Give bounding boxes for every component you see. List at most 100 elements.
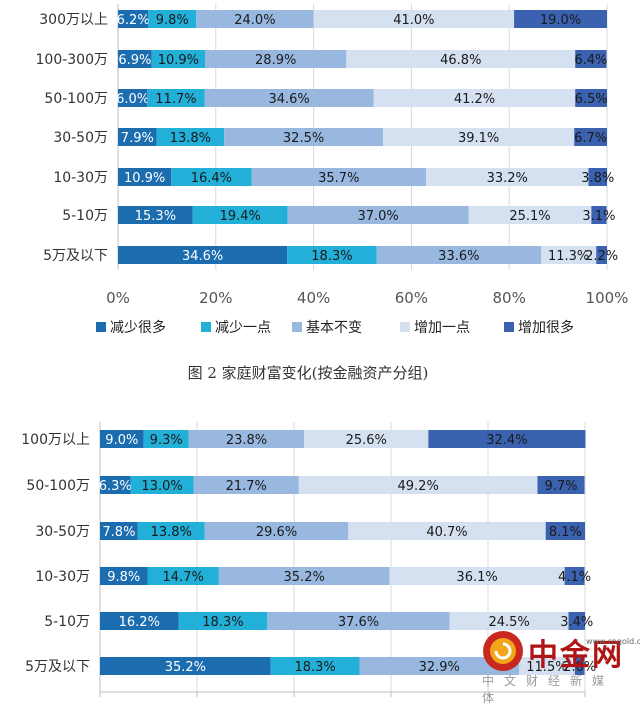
data-label: 28.9% <box>255 53 296 68</box>
data-label: 33.6% <box>438 249 479 264</box>
chart-household-wealth-by-financial-assets: 6.2% 9.8% 24.0% 41.0% 19.0% 6.9% 10.9% 28.9% 46.… <box>36 4 628 382</box>
bar-segment <box>147 567 219 585</box>
bar-segment <box>196 10 314 28</box>
bar-segment <box>389 567 565 585</box>
data-label: 7.9% <box>121 131 154 146</box>
bar-segment <box>156 128 225 146</box>
data-label: 18.3% <box>202 615 243 630</box>
bar-segment <box>192 206 288 224</box>
legend-swatch <box>400 322 410 332</box>
data-label: 34.6% <box>268 92 309 107</box>
data-label: 39.1% <box>458 131 499 146</box>
data-label: 40.7% <box>426 525 467 540</box>
bar-segment <box>118 246 288 264</box>
data-label: 11.5% <box>526 660 567 675</box>
category-label: 50-100万 <box>26 478 90 494</box>
chart-title: 图 2 家庭财富变化(按金融资产分组) <box>188 364 429 382</box>
data-label: 6.7% <box>574 131 607 146</box>
bar-segment <box>118 50 152 68</box>
legend-swatch <box>96 322 106 332</box>
data-label: 37.6% <box>338 615 379 630</box>
bar-segment <box>588 168 607 186</box>
bar-segment <box>100 612 179 630</box>
bar-segment <box>568 612 585 630</box>
bar-segment <box>118 10 149 28</box>
x-tick-label: 0% <box>106 289 130 307</box>
x-tick-label: 40% <box>297 289 330 307</box>
data-label: 13.0% <box>141 479 182 494</box>
data-label: 33.2% <box>487 171 528 186</box>
category-label: 10-30万 <box>53 170 108 186</box>
data-label: 34.6% <box>182 249 223 264</box>
bar-segment <box>147 89 205 107</box>
data-label: 25.6% <box>346 433 387 448</box>
bar-segment <box>118 128 157 146</box>
bar-segment <box>118 89 148 107</box>
data-label: 4.1% <box>558 570 591 585</box>
data-label: 13.8% <box>151 525 192 540</box>
bar-segment <box>287 206 469 224</box>
data-label: 36.1% <box>456 570 497 585</box>
bar-segment <box>574 128 607 146</box>
data-label: 6.3% <box>99 479 132 494</box>
category-label: 100-300万 <box>36 52 109 68</box>
data-label: 32.4% <box>486 433 527 448</box>
bar-segment <box>205 50 347 68</box>
bar-segment <box>178 612 268 630</box>
data-label: 3.1% <box>582 209 615 224</box>
data-label: 16.4% <box>191 171 232 186</box>
category-label: 50-100万 <box>44 91 108 107</box>
legend-swatch <box>292 322 302 332</box>
bar-segment <box>148 10 197 28</box>
data-label: 49.2% <box>398 479 439 494</box>
data-label: 8.1% <box>549 525 582 540</box>
bar-segment <box>100 657 271 675</box>
data-label: 3.4% <box>560 615 593 630</box>
bar-segment <box>545 522 585 540</box>
bar-segment <box>313 10 515 28</box>
x-tick-label: 80% <box>493 289 526 307</box>
bar-segment <box>346 50 576 68</box>
data-label: 9.8% <box>156 13 189 28</box>
bar-segment <box>137 522 205 540</box>
bar-segment <box>359 657 520 675</box>
data-label: 10.9% <box>158 53 199 68</box>
data-label: 35.2% <box>284 570 325 585</box>
bar-segment <box>383 128 575 146</box>
category-label: 5-10万 <box>44 614 90 630</box>
category-label: 5-10万 <box>62 208 108 224</box>
data-label: 13.8% <box>170 131 211 146</box>
watermark-title: 中金网 <box>528 638 624 673</box>
category-label: 100万以上 <box>21 432 90 448</box>
chart-household-wealth-by-income: 9.0% 9.3% 23.8% 25.6% 32.4% 6.3% 13.0% 21.7% 49.… <box>21 422 596 697</box>
data-label: 46.8% <box>440 53 481 68</box>
bar-segment <box>428 430 586 448</box>
bar-segment <box>537 476 585 494</box>
data-label: 19.0% <box>540 13 581 28</box>
bar-segment <box>224 128 384 146</box>
data-label: 9.0% <box>105 433 138 448</box>
data-label: 9.3% <box>150 433 183 448</box>
bar-segment <box>348 522 546 540</box>
category-label: 300万以上 <box>39 12 108 28</box>
data-label: 3.8% <box>581 171 614 186</box>
data-label: 37.0% <box>357 209 398 224</box>
data-label: 6.4% <box>574 53 607 68</box>
data-label: 41.2% <box>454 92 495 107</box>
legend-label: 基本不变 <box>306 319 362 336</box>
category-label: 30-50万 <box>53 130 108 146</box>
legend-label: 增加一点 <box>414 320 470 336</box>
data-label: 25.1% <box>509 209 550 224</box>
category-label: 5万及以下 <box>43 248 108 264</box>
bar-segment <box>100 522 138 540</box>
bar-segment <box>267 612 450 630</box>
data-label: 6.0% <box>116 92 149 107</box>
bar-segment <box>514 10 607 28</box>
category-label: 30-50万 <box>35 524 90 540</box>
bar-segment <box>188 430 305 448</box>
bar-segment <box>204 89 374 107</box>
bar-segment <box>130 476 194 494</box>
data-label: 9.8% <box>107 570 140 585</box>
data-label: 11.3% <box>548 249 589 264</box>
watermark: 中金网 www.cngold.org 中文财经新媒体 <box>478 626 640 705</box>
